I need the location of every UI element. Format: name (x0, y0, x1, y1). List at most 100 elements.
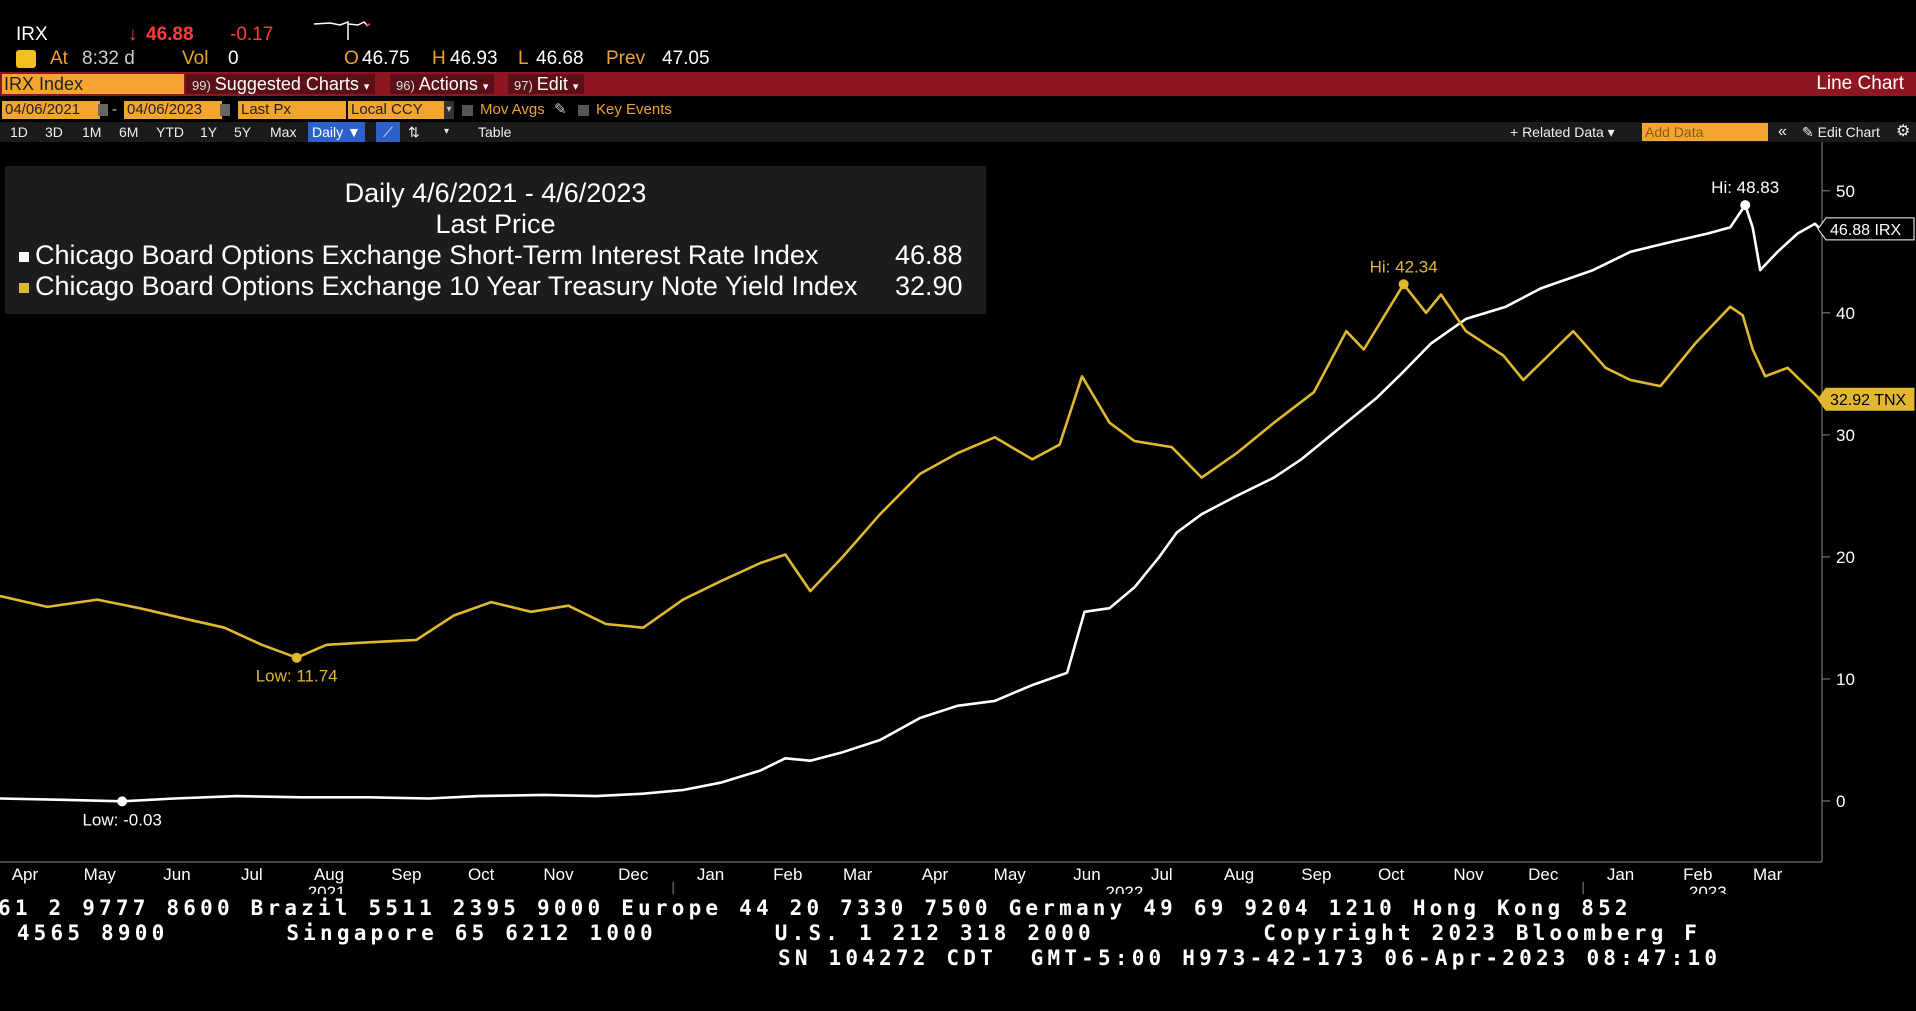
x-tick-label: Oct (468, 865, 495, 884)
series-lines (0, 203, 1821, 803)
prev-label: Prev (606, 48, 646, 69)
chevron-down-icon[interactable]: ▾ (444, 126, 450, 137)
low-marker (117, 796, 128, 807)
chart-type-icon[interactable]: ⇅ (408, 124, 420, 140)
edit-num: 97) (514, 78, 533, 93)
suggested-charts-button[interactable]: 99) Suggested Charts ▾ (186, 74, 376, 94)
low-label: L (518, 48, 529, 69)
legend-subtitle: Last Price (435, 209, 556, 239)
settings-icon[interactable]: ⚙ (1896, 123, 1911, 140)
x-tick-label: Nov (1453, 865, 1484, 884)
y-tick-label: 10 (1836, 670, 1855, 689)
x-tick-label: May (994, 865, 1027, 884)
edit-label: Edit (536, 74, 568, 94)
key-events-checkbox[interactable] (578, 105, 589, 116)
mov-avgs-checkbox[interactable] (462, 105, 473, 116)
x-tick-label: Jun (1073, 865, 1100, 884)
x-tick-label: Dec (618, 865, 649, 884)
volume: 0 (228, 48, 239, 69)
x-tick-label: Jul (1151, 865, 1173, 884)
x-tick-label: Apr (12, 865, 39, 884)
range-1d[interactable]: 1D (10, 124, 28, 140)
x-tick-label: Nov (543, 865, 574, 884)
footer-session-line: SN 104272 CDT GMT-5:00 H973-42-173 06-Ap… (778, 946, 1722, 970)
last-value-tag (1817, 217, 1915, 241)
edit-button[interactable]: 97) Edit ▾ (508, 74, 585, 94)
actions-button[interactable]: 96) Actions ▾ (390, 74, 495, 94)
add-data-input[interactable]: Add Data (1642, 123, 1768, 141)
x-tick-label: May (84, 865, 117, 884)
footer-contacts-line1: 61 2 9777 8600 Brazil 5511 2395 9000 Eur… (0, 896, 1632, 920)
line-chart: 0 10 20 30 40 50 Apr May Jun Jul Aug Sep Oct Nov Dec J… (0, 142, 1915, 894)
hi-label: Hi: 42.34 (1370, 257, 1438, 276)
last-value-label: 46.88 IRX (1830, 222, 1901, 239)
x-tick-label: Jan (697, 865, 724, 884)
actions-num: 96) (396, 78, 415, 93)
legend-item-tnx[interactable]: Chicago Board Options Exchange 10 Year T… (19, 271, 858, 302)
chevron-down-icon: ▾ (572, 81, 579, 93)
legend-swatch-white (19, 251, 29, 262)
calendar-icon[interactable] (220, 104, 230, 116)
chart-legend: Daily 4/6/2021 - 4/6/2023 Last Price Chi… (5, 166, 986, 314)
x-tick-label: Sep (1301, 865, 1331, 884)
pencil-icon[interactable]: ✎ (554, 101, 567, 118)
year-label: 2021 (308, 883, 346, 894)
irx-line (0, 203, 1821, 803)
x-tick-label: Feb (773, 865, 802, 884)
hi-marker (1398, 279, 1409, 290)
mov-avgs-label: Mov Avgs (480, 101, 545, 118)
vol-label: Vol (182, 48, 209, 69)
currency-select[interactable]: Local CCY (348, 101, 450, 119)
legend-item-label: Chicago Board Options Exchange 10 Year T… (35, 271, 858, 301)
high-label: H (432, 48, 446, 69)
view-label: Line Chart (1816, 73, 1904, 94)
chevron-down-icon[interactable]: ▾ (444, 101, 454, 119)
legend-item-irx[interactable]: Chicago Board Options Exchange Short-Ter… (19, 240, 818, 271)
range-ytd[interactable]: YTD (156, 124, 184, 140)
at-label: At (50, 48, 68, 69)
start-date-input[interactable]: 04/06/2021 (2, 101, 100, 119)
data-source-icon[interactable] (16, 50, 36, 68)
field-select[interactable]: Last Px (238, 101, 346, 119)
range-6m[interactable]: 6M (119, 124, 139, 140)
date-dash: - (112, 101, 117, 118)
calendar-icon[interactable] (98, 104, 108, 116)
range-1y[interactable]: 1Y (200, 124, 218, 140)
table-button[interactable]: Table (478, 124, 512, 140)
tnx-line (0, 283, 1821, 660)
low-marker (291, 652, 302, 663)
end-date-input[interactable]: 04/06/2023 (124, 101, 222, 119)
open-value: 46.75 (362, 48, 410, 69)
chevron-down-icon: ▾ (363, 81, 370, 93)
range-1m[interactable]: 1M (82, 124, 102, 140)
last-value-tag (1817, 387, 1915, 411)
x-tick-label: Sep (391, 865, 421, 884)
range-5y[interactable]: 5Y (234, 124, 252, 140)
x-tick-label: Jan (1607, 865, 1634, 884)
high-value: 46.93 (450, 48, 498, 69)
x-tick-label: Feb (1683, 865, 1712, 884)
annotations: Hi: 48.83 Low: -0.03 46.88 IRX Hi: 42.34 Low… (82, 178, 1915, 829)
security-input[interactable]: IRX Index (2, 74, 184, 94)
key-events-label: Key Events (596, 101, 672, 118)
x-tick-label: Mar (843, 865, 873, 884)
actions-label: Actions (418, 74, 478, 94)
collapse-icon[interactable]: « (1778, 123, 1787, 140)
quote-time: 8:32 d (82, 48, 135, 69)
last-value-label: 32.92 TNX (1830, 392, 1907, 409)
edit-chart-button[interactable]: ✎ Edit Chart (1802, 124, 1880, 140)
range-3d[interactable]: 3D (45, 124, 63, 140)
x-tick-label: Aug (314, 865, 344, 884)
last-price: 46.88 (146, 24, 194, 45)
line-chart-icon[interactable]: ⟋ (376, 122, 400, 142)
x-tick-label: Apr (922, 865, 949, 884)
y-axis: 0 10 20 30 40 50 (1821, 142, 1855, 862)
down-arrow-icon: ↓ (128, 24, 138, 45)
y-tick-label: 0 (1836, 792, 1845, 811)
range-max[interactable]: Max (270, 124, 297, 140)
x-tick-label: Aug (1224, 865, 1254, 884)
x-axis: Apr May Jun Jul Aug Sep Oct Nov Dec Jan Feb Mar Apr M… (0, 861, 1822, 894)
frequency-select[interactable]: Daily ▼ (308, 122, 365, 142)
related-data-button[interactable]: + Related Data ▾ (1510, 124, 1615, 140)
x-tick-label: Oct (1378, 865, 1405, 884)
